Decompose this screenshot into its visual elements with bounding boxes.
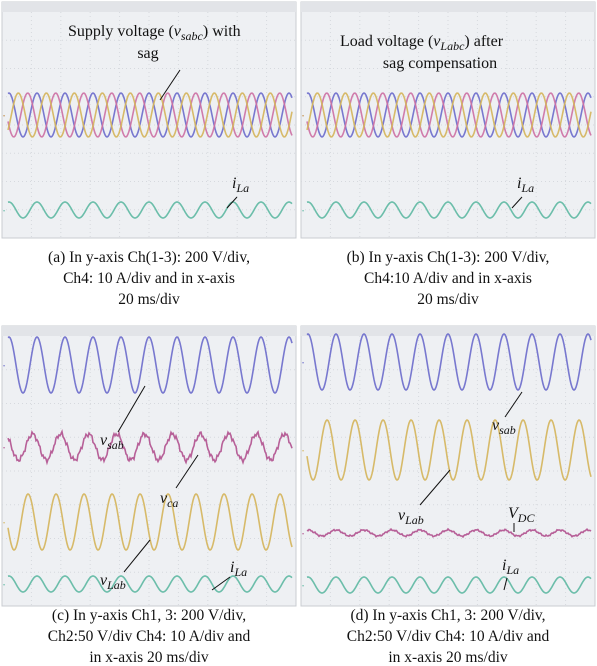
annotation-subscript: La [520, 181, 534, 195]
caption-line: in x-axis 20 ms/div [89, 649, 209, 666]
channel-marker: • [302, 449, 304, 455]
scope-header [2, 326, 296, 336]
annotation-text: ) after [464, 33, 503, 50]
annotation-text: sag compensation [383, 55, 497, 72]
annotation: sag compensation [383, 55, 497, 72]
channel-marker: • [3, 446, 5, 452]
channel-marker: • [3, 583, 5, 589]
annotation-text: sag [137, 45, 158, 62]
caption-line: Ch2:50 V/div Ch4: 10 A/div and [48, 628, 251, 645]
caption-line: 20 ms/div [417, 291, 479, 308]
annotation-text: ) with [203, 23, 241, 40]
annotation-subscript: ca [167, 496, 178, 510]
annotation-subscript: La [235, 181, 249, 195]
caption-line: in x-axis 20 ms/div [388, 649, 508, 666]
caption-line: Ch4:10 A/div and in x-axis [364, 270, 532, 287]
annotation-subscript: DC [517, 511, 536, 525]
channel-marker: • [302, 209, 304, 215]
annotation-subscript: Lab [106, 578, 126, 592]
annotation: sag [137, 45, 158, 62]
caption-line: (b) In y-axis Ch(1-3): 200 V/div, [347, 249, 550, 266]
annotation-subscript: sab [499, 423, 516, 437]
annotation-subscript: Labc [439, 39, 465, 53]
caption-line: (a) In y-axis Ch(1-3): 200 V/div, [48, 249, 250, 266]
annotation-subscript: La [233, 565, 247, 579]
annotation-subscript: Lab [404, 513, 424, 527]
channel-marker: • [302, 361, 304, 367]
caption-line: (d) In y-axis Ch1, 3: 200 V/div, [350, 607, 545, 624]
annotation-text: Load voltage ( [340, 33, 433, 50]
caption-line: (c) In y-axis Ch1, 3: 200 V/div, [52, 607, 246, 624]
channel-marker: • [3, 364, 5, 370]
channel-marker: • [302, 584, 304, 590]
scope-header [301, 2, 595, 12]
caption-line: 20 ms/div [118, 291, 180, 308]
annotation-subscript: sabc [181, 29, 204, 43]
annotation-subscript: La [505, 563, 519, 577]
channel-marker: • [3, 114, 5, 120]
annotation-subscript: sab [107, 438, 124, 452]
scope-header [2, 2, 296, 12]
channel-marker: • [3, 209, 5, 215]
caption-line: Ch2:50 V/div Ch4: 10 A/div and [347, 628, 550, 645]
channel-marker: • [302, 114, 304, 120]
annotation-text: Supply voltage ( [68, 23, 174, 40]
channel-marker: • [302, 532, 304, 538]
channel-marker: • [3, 521, 5, 527]
figure: ••••Supply voltage (vsabc) withsagiLa(a)… [0, 0, 597, 666]
caption-line: Ch4: 10 A/div and in x-axis [63, 270, 235, 287]
